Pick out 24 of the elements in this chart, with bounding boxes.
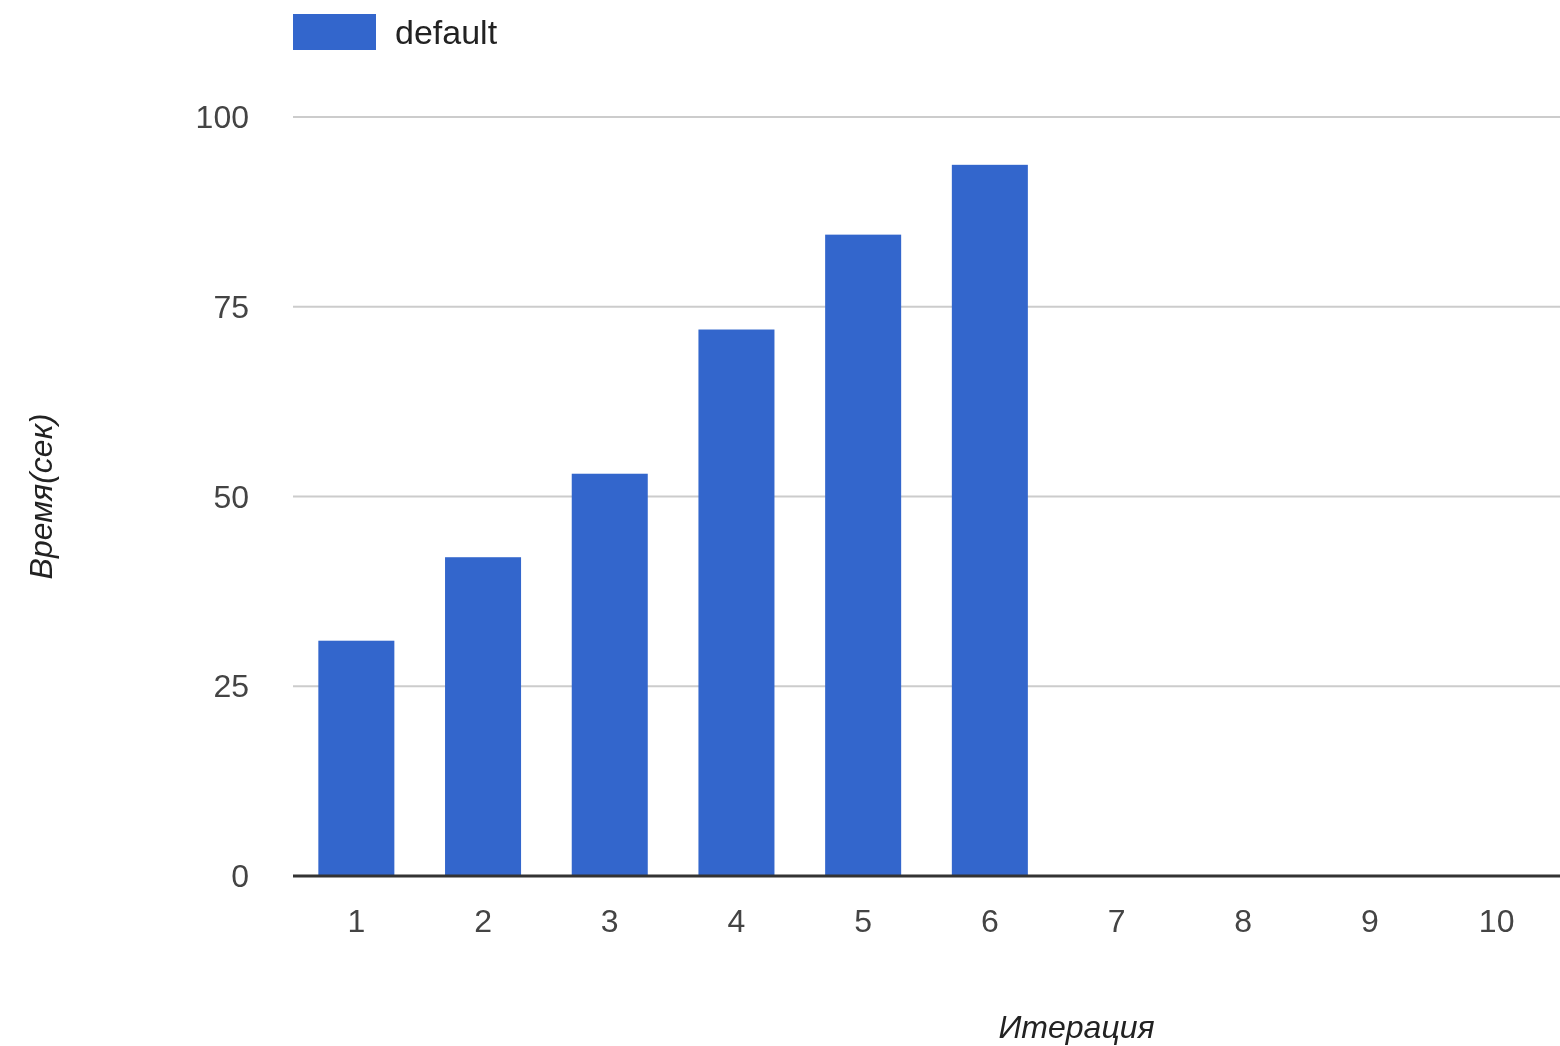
x-axis-title: Итерация	[998, 1009, 1155, 1045]
y-tick-label: 50	[213, 478, 249, 515]
x-tick-label: 6	[980, 903, 999, 939]
y-tick-label: 100	[195, 99, 249, 136]
x-tick-label: 4	[727, 903, 746, 939]
y-axis-title: Время(сек)	[23, 413, 59, 580]
x-tick-label: 7	[1107, 903, 1126, 939]
x-tick-label: 3	[600, 903, 619, 939]
x-tick-label: 5	[854, 903, 873, 939]
bar	[318, 640, 395, 876]
bar	[571, 473, 648, 876]
bar	[951, 164, 1028, 876]
y-tick-label: 75	[213, 288, 249, 325]
y-tick-label: 25	[213, 668, 249, 705]
x-tick-label: 9	[1361, 903, 1379, 939]
x-tick-label: 1	[347, 903, 366, 939]
bar	[825, 234, 902, 876]
bar	[698, 329, 775, 876]
x-tick-label: 10	[1478, 903, 1515, 939]
x-tick-label: 8	[1234, 903, 1253, 939]
y-tick-label: 0	[231, 858, 249, 895]
bar	[445, 557, 522, 876]
x-tick-label: 2	[474, 903, 492, 939]
legend-label: default	[395, 12, 498, 51]
